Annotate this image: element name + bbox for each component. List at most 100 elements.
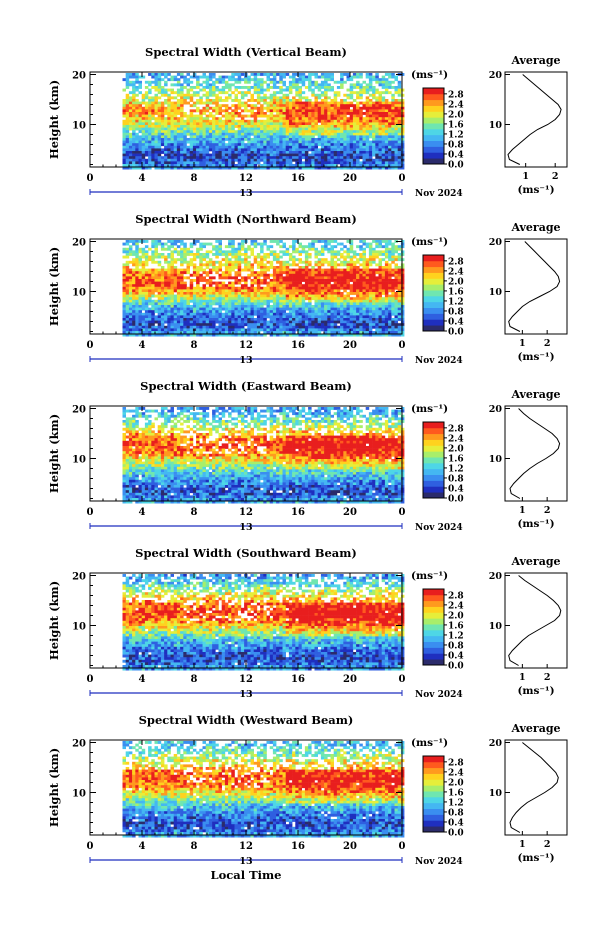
heatmap-cell [221,114,226,118]
heatmap-cell [356,158,360,162]
heatmap-cell [180,143,184,147]
heatmap-cell [253,143,258,147]
heatmap-cell [218,276,222,280]
heatmap-cell [359,297,363,301]
heatmap-cell [292,117,296,121]
heatmap-cell [234,106,238,110]
heatmap-cell [250,247,254,251]
heatmap-cell [356,310,360,314]
heatmap-cell [218,297,222,301]
heatmap-cell [381,75,386,79]
heatmap-cell [336,276,341,280]
heatmap-cell [180,132,184,136]
heatmap-cell [192,305,197,308]
heatmap-cell [244,122,248,126]
heatmap-cell [388,161,392,165]
heatmap-cell [256,86,261,89]
heatmap-cell [388,255,392,259]
heatmap-cell [186,158,190,162]
heatmap-cell [375,310,379,314]
heatmap-cell [135,106,139,110]
heatmap-cell [276,307,280,311]
heatmap-cell [167,164,171,167]
heatmap-cell [314,281,318,285]
heatmap-cell [269,99,274,102]
heatmap-cell [135,75,139,79]
heatmap-cell [298,281,302,285]
heatmap-cell [186,266,190,269]
heatmap-cell [228,135,232,139]
heatmap-cell [269,305,274,308]
heatmap-cell [352,292,357,295]
heatmap-cell [135,127,139,131]
heatmap-cell [164,117,168,121]
heatmap-cell [320,292,325,295]
heatmap-cell [221,127,226,131]
heatmap-cell [400,302,405,306]
heatmap-cell [221,307,226,311]
heatmap-cell [292,130,296,134]
heatmap-cell [247,297,251,301]
heatmap-cell [263,307,267,311]
heatmap-cell [170,101,174,105]
heatmap-cell [192,271,197,275]
heatmap-cell [388,240,392,243]
heatmap-cell [356,164,360,167]
heatmap-cell [180,281,184,285]
heatmap-cell [301,151,306,154]
heatmap-cell [135,161,139,165]
heatmap-cell [141,117,146,121]
heatmap-cell [135,266,139,269]
heatmap-cell [362,148,366,152]
heatmap-cell [394,276,398,280]
heatmap-cell [192,312,197,316]
heatmap-cell [231,73,235,76]
heatmap-cell [388,297,392,301]
heatmap-cell [394,148,398,152]
heatmap-cell [122,292,126,295]
heatmap-cell [160,271,165,275]
heatmap-cell [224,125,229,128]
heatmap-cell [208,132,213,136]
heatmap-cell [336,310,341,314]
colorbar-tick-label: 2.0 [448,110,464,120]
heatmap-cell [157,135,162,139]
heatmap-cell [263,73,267,76]
heatmap-cell [173,158,178,162]
heatmap-cell [132,91,136,95]
heatmap-cell [199,166,203,170]
heatmap-cell [314,263,318,267]
heatmap-cell [279,148,283,152]
heatmap-cell [397,158,402,162]
heatmap-cell [240,114,245,118]
heatmap-cell [167,99,171,102]
heatmap-cell [141,96,146,100]
heatmap-cell [311,125,315,128]
heatmap-cell [253,140,258,144]
heatmap-cell [138,312,142,316]
heatmap-cell [132,151,136,154]
heatmap-cell [224,96,229,100]
heatmap-cell [180,83,184,87]
heatmap-cell [356,148,360,152]
heatmap-cell [301,106,306,110]
heatmap-cell [333,281,338,285]
heatmap-cell [180,302,184,306]
heatmap-cell [141,125,146,128]
heatmap-cell [244,258,248,262]
heatmap-cell [362,117,366,121]
heatmap-cell [170,284,174,288]
heatmap-cell [138,119,142,123]
heatmap-cell [356,93,360,97]
heatmap-cell [285,88,290,92]
heatmap-cell [311,127,315,131]
heatmap-cell [212,86,216,89]
heatmap-cell [215,112,219,115]
heatmap-cell [324,292,328,295]
heatmap-cell [208,268,213,272]
heatmap-cell [144,268,149,272]
heatmap-cell [151,140,155,144]
heatmap-cell [346,299,350,303]
heatmap-cell [295,86,299,89]
heatmap-cell [295,276,299,280]
